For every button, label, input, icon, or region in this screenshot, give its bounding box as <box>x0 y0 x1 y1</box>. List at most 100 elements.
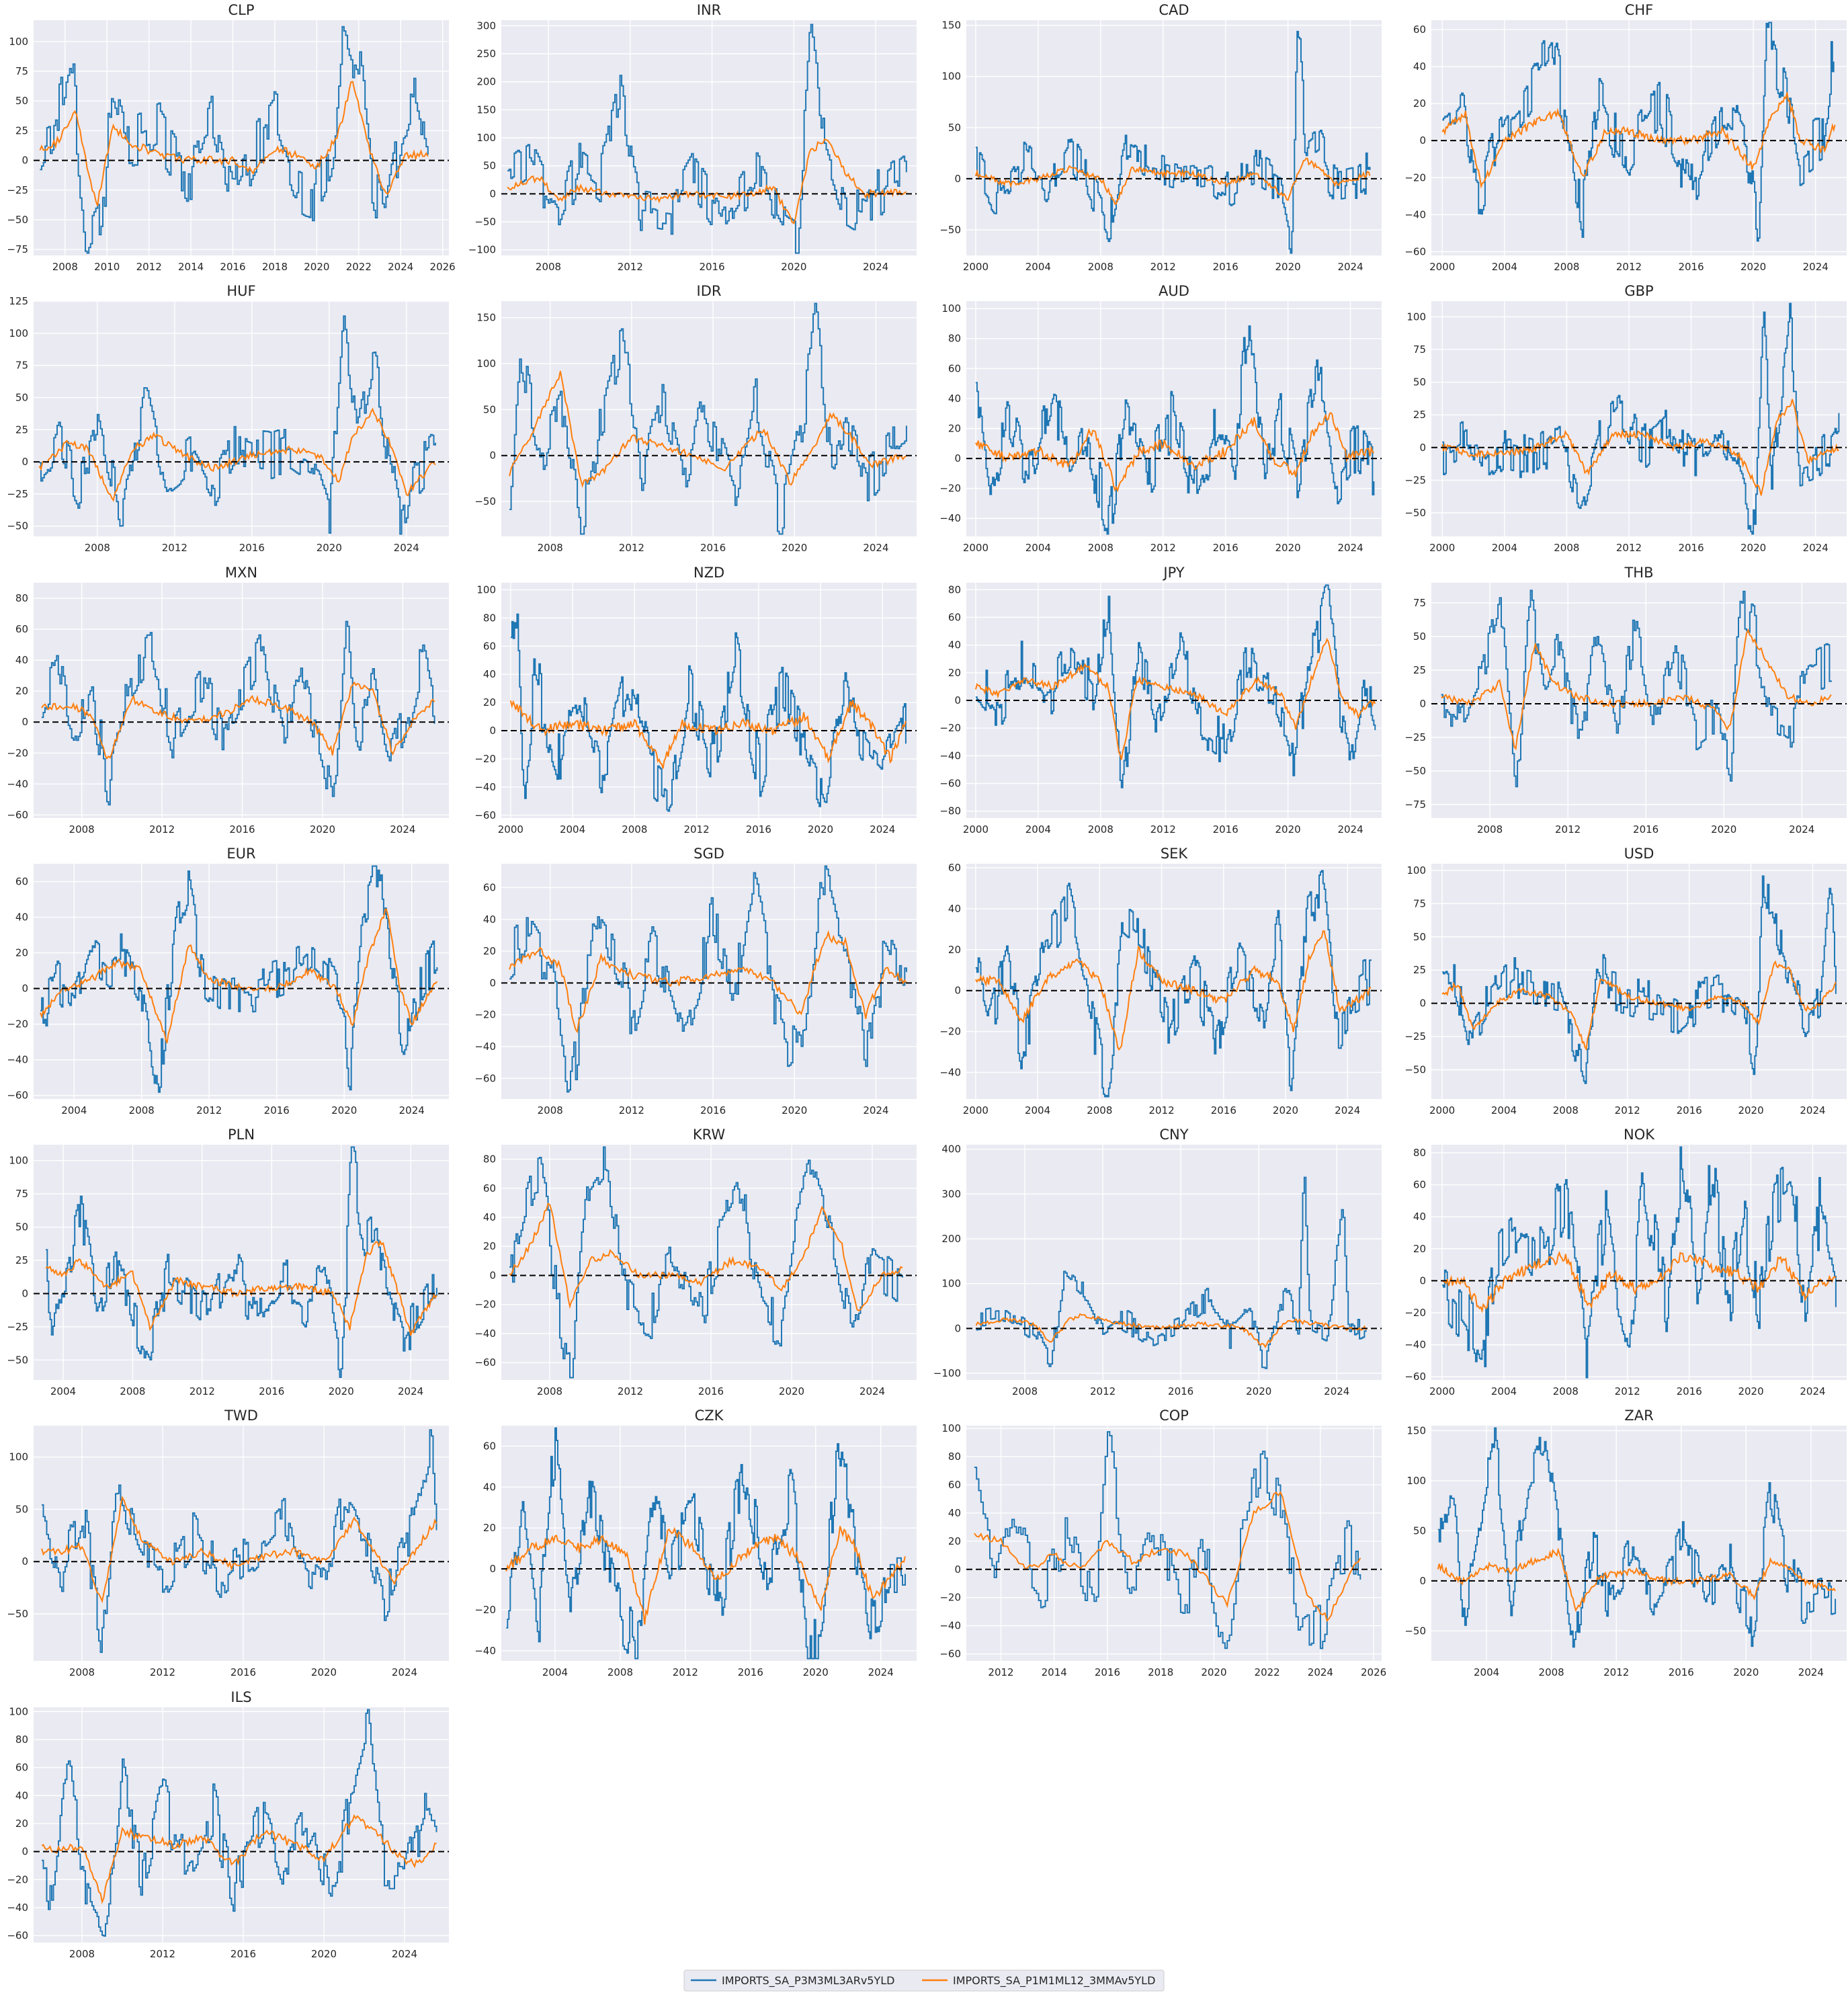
y-tick-label: 100 <box>9 1705 28 1717</box>
x-tick-label: 2024 <box>1308 1666 1333 1678</box>
x-tick-label: 2012 <box>1148 1104 1174 1116</box>
x-tick-label: 2012 <box>1603 1666 1629 1678</box>
y-tick-label: 125 <box>9 295 28 307</box>
plot-area <box>501 864 917 1099</box>
y-tick-label: 40 <box>1413 60 1426 73</box>
panel-gbp: 2000 2004 2008 2012 2016 2020 2024 −50 −25 0 25 50 7… <box>1404 283 1847 554</box>
x-tick-label: 2008 <box>536 261 561 273</box>
panel-title: HUF <box>226 283 255 299</box>
panel-title: CAD <box>1159 2 1189 18</box>
x-tick-label: 2008 <box>537 1385 562 1397</box>
series-line-1 <box>975 870 1372 1098</box>
y-tick-label: −40 <box>7 1054 28 1066</box>
plot-area <box>1431 20 1847 255</box>
panel-thb: 2008 2012 2016 2020 2024 −75 −50 −25 0 25 50 75 THB <box>1404 565 1847 836</box>
x-tick-label: 2020 <box>808 823 833 836</box>
x-tick-label: 2024 <box>863 1104 888 1116</box>
x-tick-label: 2018 <box>262 261 288 273</box>
x-tick-label: 2014 <box>178 261 204 273</box>
panel-idr: 2008 2012 2016 2020 2024 −50 0 50 100 150 IDR <box>474 283 917 554</box>
legend: IMPORTS_SA_P3M3ML3ARv5YLD IMPORTS_SA_P1M… <box>683 1969 1165 1992</box>
y-tick-label: 40 <box>948 903 961 915</box>
x-tick-label: 2020 <box>311 1666 337 1678</box>
y-tick-label: 20 <box>15 685 28 697</box>
x-tick-label: 2008 <box>1088 542 1114 554</box>
x-tick-label: 2020 <box>311 1948 337 1960</box>
y-tick-label: 100 <box>941 1278 961 1290</box>
series-line-2 <box>974 637 1376 760</box>
y-tick-label: 0 <box>1419 442 1426 454</box>
y-tick-label: −60 <box>474 1072 496 1084</box>
y-tick-label: −20 <box>939 722 961 734</box>
x-tick-label: 2004 <box>1491 1104 1517 1116</box>
y-tick-label: 0 <box>22 1287 28 1299</box>
y-tick-label: −40 <box>939 1620 961 1632</box>
x-tick-label: 2016 <box>1168 1385 1193 1397</box>
panel-huf: 2008 2012 2016 2020 2024 −50 −25 0 25 50 75 100 125 H… <box>7 283 449 554</box>
x-tick-label: 2012 <box>149 823 175 836</box>
y-tick-label: 50 <box>15 1503 28 1515</box>
plot-area <box>34 1145 449 1380</box>
legend-label-0: IMPORTS_SA_P3M3ML3ARv5YLD <box>722 1974 894 1988</box>
y-tick-label: −20 <box>474 753 496 765</box>
x-tick-label: 2012 <box>618 261 643 273</box>
y-tick-label: 75 <box>1413 597 1426 609</box>
y-tick-label: 25 <box>1413 664 1426 676</box>
x-tick-label: 2008 <box>1553 1104 1579 1116</box>
panel-title: CHF <box>1625 2 1654 18</box>
x-tick-label: 2004 <box>1491 1385 1517 1397</box>
y-tick-label: −60 <box>7 809 28 821</box>
x-tick-label: 2024 <box>392 1948 417 1960</box>
y-tick-label: 0 <box>954 173 961 185</box>
y-tick-label: 50 <box>1413 1524 1426 1537</box>
y-tick-label: 25 <box>15 423 28 436</box>
panel-title: INR <box>697 2 722 18</box>
y-tick-label: 40 <box>483 1211 496 1223</box>
series-line-1 <box>974 1431 1361 1650</box>
series-line-2 <box>509 930 907 1034</box>
y-tick-label: −25 <box>7 184 28 196</box>
panel-title: PLN <box>228 1127 255 1143</box>
x-tick-label: 2012 <box>619 542 644 554</box>
x-tick-label: 2012 <box>1150 261 1176 273</box>
x-tick-label: 2008 <box>1554 261 1579 273</box>
x-tick-label: 2004 <box>560 823 585 836</box>
y-tick-label: 60 <box>948 611 961 623</box>
x-tick-label: 2016 <box>239 542 265 554</box>
x-tick-label: 2012 <box>196 1104 222 1116</box>
x-tick-label: 2026 <box>430 261 456 273</box>
y-tick-label: −25 <box>1404 474 1426 486</box>
y-tick-label: 50 <box>1413 931 1426 943</box>
series-line-1 <box>509 865 907 1093</box>
panel-title: SEK <box>1161 846 1189 862</box>
x-tick-label: 2012 <box>1555 823 1581 836</box>
panel-nzd: 2000 2004 2008 2012 2016 2020 2024 −60 −40 −20 0 20… <box>474 565 917 836</box>
x-tick-label: 2000 <box>963 823 989 836</box>
y-tick-label: −20 <box>939 483 961 495</box>
y-tick-label: −20 <box>474 1604 496 1616</box>
series-line-2 <box>38 407 436 502</box>
x-tick-label: 2000 <box>1429 542 1455 554</box>
panel-nok: 2000 2004 2008 2012 2016 2020 2024 −60 −40 −20 0 20… <box>1404 1127 1847 1397</box>
x-tick-label: 2008 <box>538 1104 563 1116</box>
series-line-1 <box>46 1146 437 1378</box>
x-tick-label: 2008 <box>607 1666 633 1678</box>
y-tick-label: −75 <box>7 243 28 255</box>
series-line-1 <box>509 302 907 535</box>
series-line-2 <box>1441 92 1836 189</box>
y-tick-label: 0 <box>954 1563 961 1576</box>
y-tick-label: −40 <box>474 781 496 793</box>
y-tick-label: 40 <box>15 654 28 666</box>
x-tick-label: 2024 <box>870 823 895 836</box>
plot-area <box>966 1145 1382 1380</box>
series-line-2 <box>509 1203 903 1312</box>
series-line-1 <box>1442 875 1837 1084</box>
x-tick-label: 2024 <box>388 261 413 273</box>
y-tick-label: 80 <box>948 1451 961 1463</box>
x-tick-label: 2020 <box>1275 261 1301 273</box>
y-tick-label: 300 <box>476 19 496 32</box>
series-line-1 <box>506 1427 906 1660</box>
x-tick-label: 2012 <box>618 1385 643 1397</box>
panel-title: COP <box>1159 1408 1189 1424</box>
y-tick-label: 100 <box>941 71 961 83</box>
